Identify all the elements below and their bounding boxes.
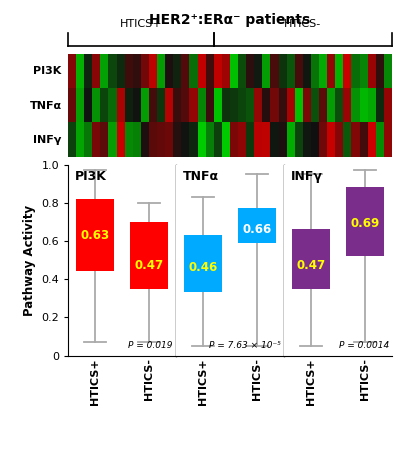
Bar — [76, 199, 114, 271]
Text: 0.63: 0.63 — [80, 229, 110, 242]
Text: 0.69: 0.69 — [350, 217, 380, 230]
Text: PI3K: PI3K — [33, 66, 62, 76]
Text: HTICS-: HTICS- — [284, 19, 322, 29]
Text: 0.47: 0.47 — [296, 259, 326, 272]
Text: P = 0.0014: P = 0.0014 — [338, 341, 389, 350]
Text: INFγ: INFγ — [290, 170, 322, 183]
Bar — [292, 230, 330, 288]
Text: TNFα: TNFα — [182, 170, 219, 183]
Text: HTICS+: HTICS+ — [120, 19, 162, 29]
Bar — [238, 208, 276, 243]
Text: TNFα: TNFα — [29, 101, 62, 111]
Text: 0.66: 0.66 — [242, 223, 272, 236]
Text: INFγ: INFγ — [33, 135, 62, 145]
Bar — [184, 235, 222, 292]
Text: PI3K: PI3K — [74, 170, 106, 183]
Bar — [130, 222, 168, 288]
Text: P = 0.019: P = 0.019 — [128, 341, 173, 350]
Bar — [346, 188, 384, 256]
Text: HER2⁺:ERα⁻ patients: HER2⁺:ERα⁻ patients — [149, 13, 311, 27]
Text: 0.46: 0.46 — [188, 261, 218, 274]
Y-axis label: Pathway Activity: Pathway Activity — [23, 204, 36, 315]
Text: P = 7.63 × 10⁻⁵: P = 7.63 × 10⁻⁵ — [209, 341, 281, 350]
Text: 0.47: 0.47 — [134, 259, 164, 272]
